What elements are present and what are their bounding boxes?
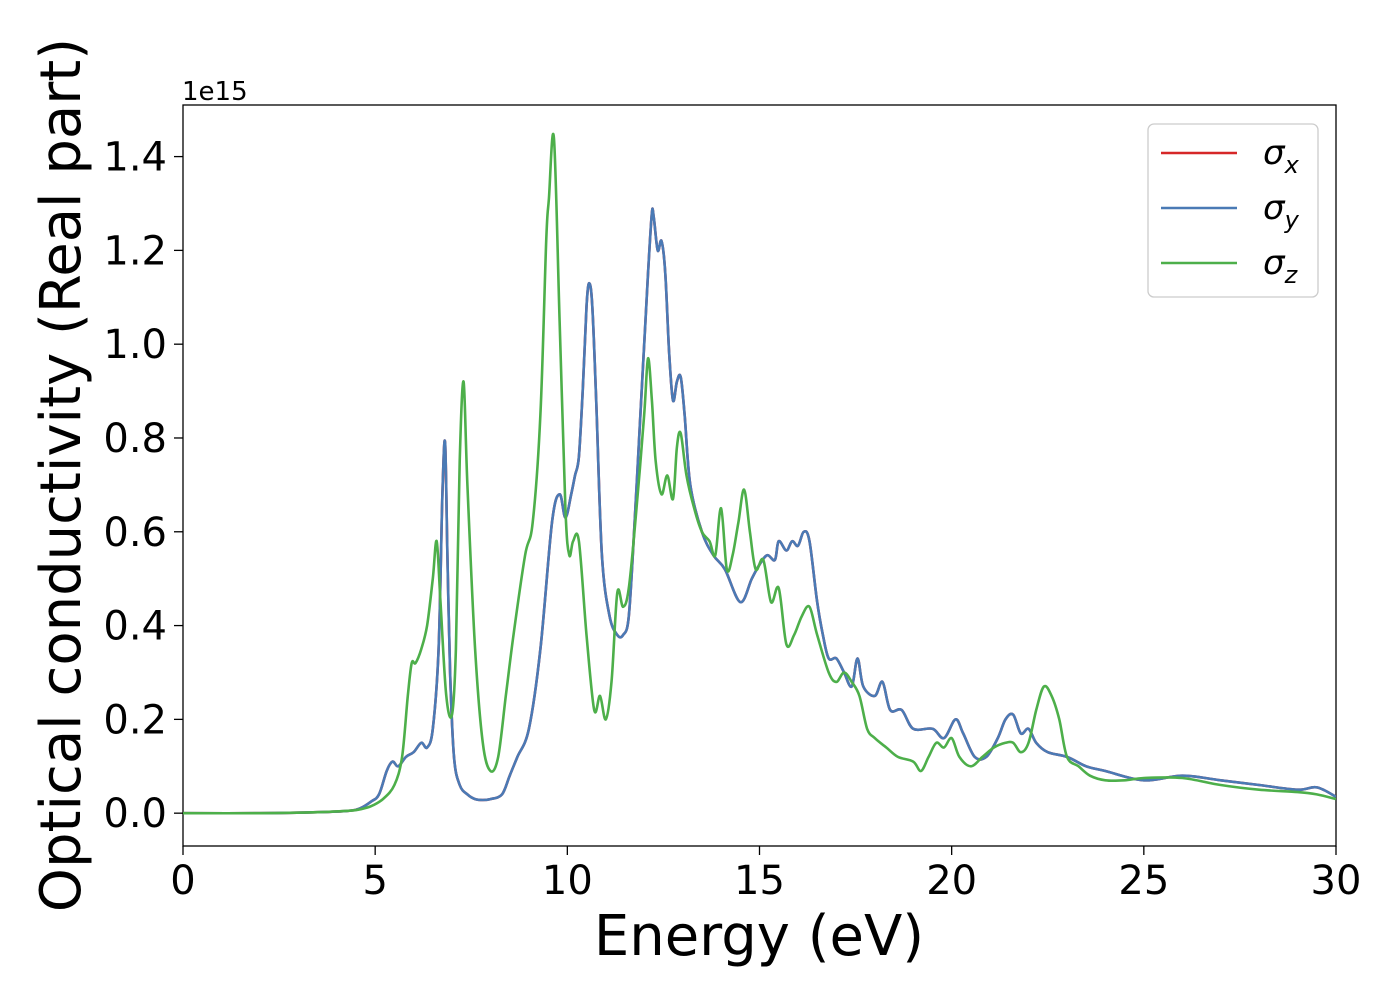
legend: σx σy σz bbox=[1147, 123, 1319, 298]
series-lines bbox=[183, 132, 1336, 815]
legend-box bbox=[1147, 123, 1319, 298]
y-tick-label: 0.4 bbox=[103, 604, 167, 650]
y-tick-label: 1.0 bbox=[103, 322, 167, 368]
x-tick-label: 10 bbox=[542, 858, 593, 904]
x-tick-label: 0 bbox=[170, 858, 195, 904]
y-axis-label: Optical conductivity (Real part) bbox=[29, 38, 94, 912]
y-tick-label: 0.6 bbox=[103, 510, 167, 556]
x-axis: 0 5 10 15 20 25 30 bbox=[170, 846, 1361, 904]
y-tick-label: 0.0 bbox=[103, 791, 167, 837]
x-tick-label: 30 bbox=[1311, 858, 1362, 904]
legend-label-sigma-y: σy bbox=[1263, 188, 1300, 234]
y-tick-label: 0.8 bbox=[103, 416, 167, 462]
x-tick-label: 25 bbox=[1118, 858, 1169, 904]
series-line-sigma-y bbox=[183, 207, 1336, 815]
y-tick-label: 1.4 bbox=[103, 135, 167, 181]
x-tick-label: 20 bbox=[926, 858, 977, 904]
x-axis-label: Energy (eV) bbox=[594, 904, 924, 969]
legend-label-sigma-z: σz bbox=[1263, 243, 1299, 289]
series-line-sigma-z bbox=[183, 132, 1336, 815]
y-tick-label: 1.2 bbox=[103, 228, 167, 274]
series-line-sigma-x bbox=[183, 207, 1336, 815]
y-axis: 0.0 0.2 0.4 0.6 0.8 1.0 1.2 1.4 bbox=[103, 135, 183, 837]
x-tick-label: 5 bbox=[362, 858, 387, 904]
x-tick-label: 15 bbox=[734, 858, 785, 904]
y-offset-label: 1e15 bbox=[182, 77, 248, 107]
legend-label-sigma-x: σx bbox=[1263, 133, 1300, 179]
y-tick-label: 0.2 bbox=[103, 697, 167, 743]
